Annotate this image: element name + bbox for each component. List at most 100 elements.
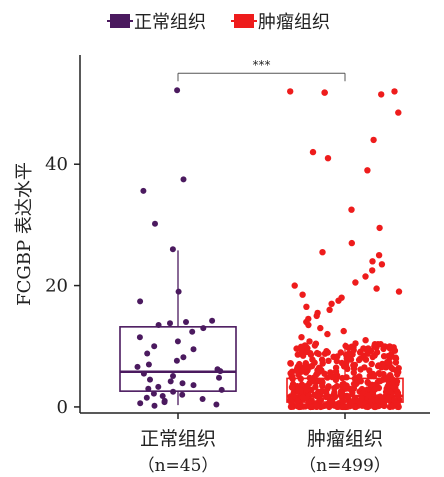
point-1-374	[368, 381, 376, 388]
point-1-4	[378, 91, 385, 98]
point-1-163	[324, 385, 331, 392]
point-1-376	[375, 370, 383, 377]
point-1-23	[299, 291, 306, 298]
point-1-313	[377, 377, 384, 385]
point-1-279	[355, 356, 363, 364]
point-1-331	[356, 400, 364, 407]
point-1-150	[297, 375, 304, 382]
point-0-23	[217, 368, 224, 375]
point-0-34	[170, 388, 177, 395]
point-1-398	[294, 402, 301, 410]
point-1-439	[372, 403, 379, 411]
legend-label-normal: 正常组织	[134, 12, 206, 33]
point-1-474	[298, 368, 305, 375]
point-1-334	[312, 340, 320, 347]
significance-label: ***	[253, 58, 271, 72]
point-0-10	[155, 322, 162, 328]
point-0-24	[140, 370, 147, 377]
point-1-34	[317, 324, 324, 332]
point-0-5	[175, 288, 182, 295]
point-1-18	[362, 273, 369, 280]
point-1-17	[369, 267, 376, 274]
point-1-434	[371, 386, 379, 393]
point-1-320	[312, 383, 319, 390]
y-tick-label-40: 40	[45, 154, 68, 175]
point-1-174	[362, 356, 370, 363]
point-1-430	[383, 376, 390, 383]
point-0-16	[190, 346, 197, 353]
point-0-7	[209, 317, 216, 324]
point-0-33	[218, 386, 225, 393]
point-0-44	[151, 402, 158, 409]
point-0-1	[180, 176, 187, 183]
point-0-32	[145, 385, 152, 392]
point-0-39	[199, 396, 206, 402]
point-1-456	[339, 403, 347, 411]
point-1-226	[361, 364, 368, 371]
point-1-465	[306, 374, 313, 382]
point-1-21	[373, 285, 380, 292]
point-1-482	[344, 393, 352, 400]
point-1-494	[395, 392, 402, 399]
point-1-28	[326, 306, 333, 313]
point-1-468	[289, 384, 296, 391]
point-1-480	[307, 403, 314, 411]
point-1-375	[315, 350, 322, 358]
point-1-433	[312, 402, 320, 409]
point-1-272	[339, 374, 346, 382]
legend-key-normal	[107, 14, 133, 28]
point-1-478	[321, 370, 328, 377]
legend-item-tumor: 肿瘤组织	[231, 8, 330, 34]
point-1-483	[343, 382, 350, 389]
point-1-25	[335, 297, 342, 304]
point-1-343	[289, 373, 296, 380]
point-1-26	[328, 300, 335, 307]
point-1-444	[386, 345, 394, 352]
point-0-36	[179, 391, 186, 398]
point-1-40	[294, 351, 301, 358]
point-1-30	[313, 312, 320, 320]
point-1-15	[369, 258, 376, 265]
point-1-35	[340, 327, 347, 335]
point-1-487	[371, 343, 378, 350]
point-1-11	[376, 224, 383, 232]
point-1-460	[352, 340, 359, 347]
point-1-20	[291, 282, 298, 289]
point-1-491	[314, 369, 321, 377]
point-1-498	[363, 347, 371, 355]
point-1-5	[395, 109, 402, 116]
x-label-1: 肿瘤组织	[307, 428, 383, 450]
point-1-350	[366, 367, 373, 374]
point-1-492	[358, 394, 365, 402]
point-0-6	[137, 298, 144, 305]
point-1-391	[296, 360, 303, 368]
point-1-211	[318, 356, 326, 363]
point-1-406	[390, 382, 397, 390]
point-0-43	[213, 401, 220, 408]
point-0-26	[216, 374, 222, 381]
point-1-463	[294, 397, 301, 405]
point-1-461	[364, 403, 372, 411]
point-1-432	[356, 373, 363, 380]
point-1-3	[321, 89, 328, 96]
point-1-372	[325, 357, 332, 364]
point-1-417	[298, 347, 305, 354]
point-1-36	[324, 330, 331, 338]
point-0-30	[190, 382, 197, 389]
point-0-42	[137, 400, 144, 407]
point-1-471	[344, 403, 351, 410]
point-1-413	[375, 362, 382, 369]
point-0-15	[151, 343, 158, 350]
point-1-416	[392, 359, 400, 366]
point-1-447	[370, 373, 378, 380]
x-label-n-0: （n=45）	[138, 456, 219, 476]
point-1-381	[368, 360, 375, 368]
point-0-35	[150, 390, 157, 397]
point-1-475	[304, 345, 311, 352]
point-1-19	[352, 279, 359, 286]
point-1-493	[311, 359, 318, 366]
legend-key-tumor	[231, 14, 257, 28]
point-0-14	[174, 338, 181, 345]
point-1-9	[364, 167, 371, 174]
point-1-485	[389, 376, 397, 384]
